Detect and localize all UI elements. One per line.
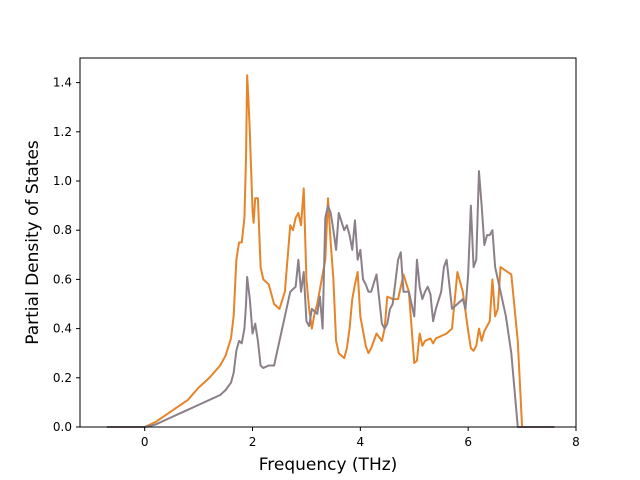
x-tick-label: 2 (249, 435, 257, 449)
y-tick-label: 0.6 (53, 272, 72, 286)
series-line-2 (106, 170, 555, 428)
x-tick-label: 0 (141, 435, 149, 449)
y-tick-label: 0.4 (53, 322, 72, 336)
series-layer (106, 74, 555, 428)
y-tick-label: 0.2 (53, 371, 72, 385)
y-tick-label: 0.8 (53, 223, 72, 237)
series-line-1 (106, 74, 555, 428)
axes-frame (79, 57, 577, 428)
y-tick-label: 1.2 (53, 125, 72, 139)
y-tick-label: 0.0 (53, 420, 72, 434)
y-tick-label: 1.0 (53, 174, 72, 188)
y-tick-label: 1.4 (53, 76, 72, 90)
x-tick-label: 6 (464, 435, 472, 449)
x-axis-ticks: 0 2 4 6 8 (141, 427, 580, 449)
x-axis-label: Frequency (THz) (259, 455, 398, 475)
y-axis-ticks: 0.0 0.2 0.4 0.6 0.8 1.0 1.2 1.4 (53, 76, 80, 434)
y-axis-label: Partial Density of States (23, 140, 43, 345)
x-tick-label: 4 (357, 435, 365, 449)
x-tick-label: 8 (572, 435, 580, 449)
